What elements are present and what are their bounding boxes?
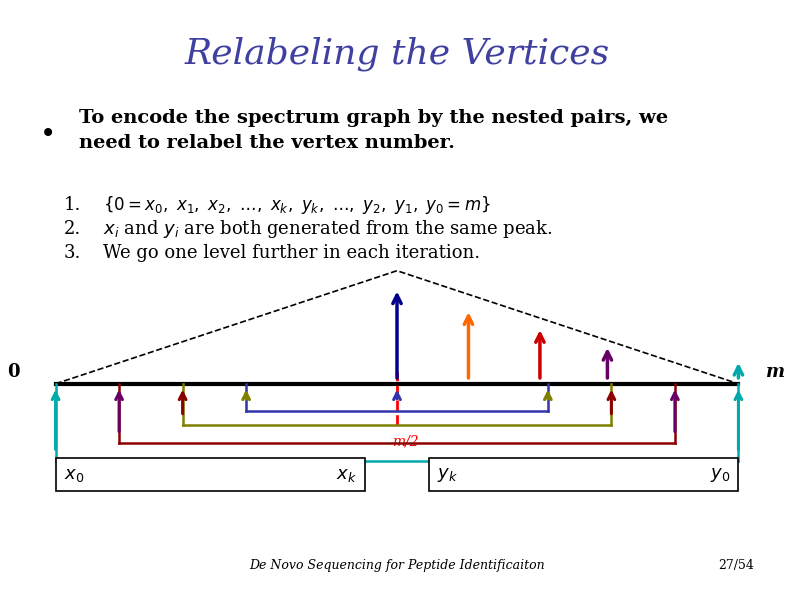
Text: $x_0$: $x_0$: [64, 465, 84, 484]
Text: •: •: [40, 120, 56, 148]
FancyBboxPatch shape: [56, 458, 365, 491]
Text: $y_k$: $y_k$: [437, 465, 457, 484]
Text: $\{0 = x_0,\ x_1,\ x_2,\ \ldots,\ x_k,\ y_k,\ \ldots,\ y_2,\ y_1,\ y_0 = m\}$: $\{0 = x_0,\ x_1,\ x_2,\ \ldots,\ x_k,\ …: [103, 195, 491, 216]
Text: $y_0$: $y_0$: [710, 465, 730, 484]
Text: We go one level further in each iteration.: We go one level further in each iteratio…: [103, 244, 480, 262]
Text: To encode the spectrum graph by the nested pairs, we
need to relabel the vertex : To encode the spectrum graph by the nest…: [79, 109, 669, 152]
FancyBboxPatch shape: [429, 458, 738, 491]
Text: Relabeling the Vertices: Relabeling the Vertices: [184, 36, 610, 71]
Text: De Novo Sequencing for Peptide Identificaiton: De Novo Sequencing for Peptide Identific…: [249, 559, 545, 572]
Text: 2.: 2.: [64, 220, 81, 238]
Text: 0: 0: [7, 363, 20, 381]
Text: 3.: 3.: [64, 244, 81, 262]
Text: 1.: 1.: [64, 196, 81, 214]
Text: $x_i$ and $y_i$ are both generated from the same peak.: $x_i$ and $y_i$ are both generated from …: [103, 218, 553, 240]
Text: 27/54: 27/54: [719, 559, 754, 572]
Text: m: m: [766, 363, 785, 381]
Text: $x_k$: $x_k$: [337, 465, 357, 484]
Text: m/2: m/2: [391, 434, 418, 449]
